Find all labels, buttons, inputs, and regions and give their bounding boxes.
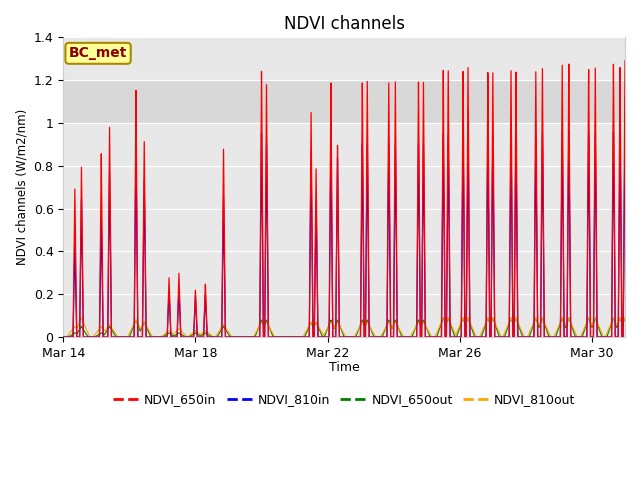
X-axis label: Time: Time	[329, 361, 360, 374]
Y-axis label: NDVI channels (W/m2/nm): NDVI channels (W/m2/nm)	[15, 109, 28, 265]
Legend: NDVI_650in, NDVI_810in, NDVI_650out, NDVI_810out: NDVI_650in, NDVI_810in, NDVI_650out, NDV…	[108, 388, 580, 411]
Title: NDVI channels: NDVI channels	[284, 15, 404, 33]
Text: BC_met: BC_met	[69, 47, 127, 60]
Bar	[63, 37, 625, 80]
Bar	[63, 123, 625, 337]
Bar	[63, 80, 625, 123]
